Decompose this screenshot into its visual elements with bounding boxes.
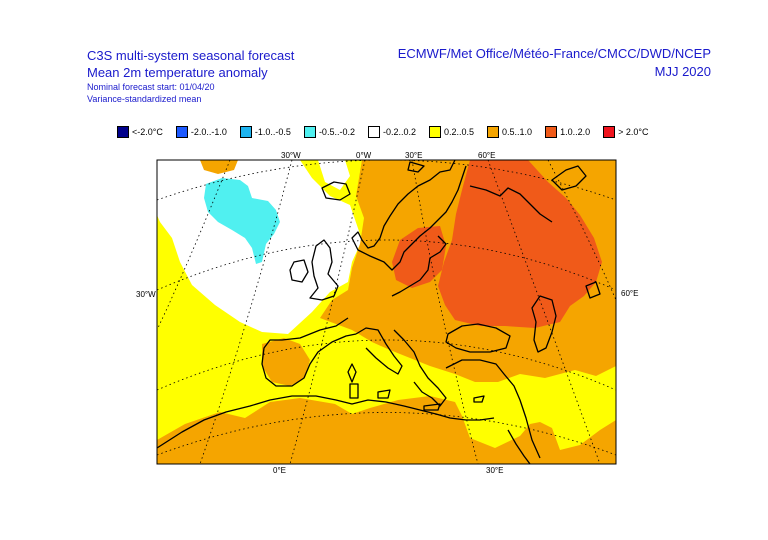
legend-item: -0.2..0.2 xyxy=(367,126,416,138)
grid-label-bottom-0e: 0°E xyxy=(273,466,286,475)
coast-caspian xyxy=(531,295,557,353)
coast-sicily xyxy=(377,389,391,399)
meridian-line xyxy=(487,160,601,464)
meridian-line xyxy=(157,160,231,331)
legend-swatch xyxy=(367,126,380,138)
coast-white-sea xyxy=(469,185,553,223)
providers: ECMWF/Met Office/Météo-France/CMCC/DWD/N… xyxy=(397,46,711,61)
parallel-line xyxy=(157,239,616,291)
legend-swatch xyxy=(303,126,316,138)
coast-baltic xyxy=(391,235,447,297)
coast-italy xyxy=(355,327,403,375)
meridian-line xyxy=(547,160,616,301)
legend-label: 0.5..1.0 xyxy=(502,127,533,137)
coast-north-africa xyxy=(157,395,495,449)
legend-swatch xyxy=(117,126,129,138)
legend-label: 1.0..2.0 xyxy=(560,127,591,137)
meridian-line xyxy=(411,160,479,464)
legend-swatch xyxy=(175,126,188,138)
legend-label: -0.2..0.2 xyxy=(382,127,416,137)
coast-iceland xyxy=(321,181,351,201)
field-cyan-patch xyxy=(204,178,280,264)
legend-item: <-2.0°C xyxy=(117,126,163,138)
legend-item: -0.5..-0.2 xyxy=(303,126,355,138)
legend-label: -1.0..-0.5 xyxy=(254,127,291,137)
legend-item: -2.0..-1.0 xyxy=(175,126,227,138)
field-redorange-scandinavia xyxy=(392,226,446,288)
method-note: Variance-standardized mean xyxy=(87,94,202,104)
legend-item: > 2.0°C xyxy=(603,126,648,138)
coast-novaya-zemlya xyxy=(551,165,587,191)
legend-item: 0.5..1.0 xyxy=(487,126,532,138)
legend-label: -0.5..-0.2 xyxy=(318,127,355,137)
grid-label-left-30w: 30°W xyxy=(136,290,156,299)
legend-label: > 2.0°C xyxy=(618,127,649,137)
coast-black-sea xyxy=(445,323,511,353)
forecast-period: MJJ 2020 xyxy=(654,64,711,79)
legend-swatch xyxy=(429,126,441,138)
coast-iberia xyxy=(261,317,357,387)
legend-item: -1.0..-0.5 xyxy=(239,126,291,138)
map-variable: Mean 2m temperature anomaly xyxy=(87,65,268,80)
legend-item: 0.2..0.5 xyxy=(429,126,474,138)
coastlines xyxy=(157,160,601,464)
legend-swatch xyxy=(487,126,500,138)
coast-sardinia xyxy=(349,383,359,399)
field-redorange-russia xyxy=(438,160,602,328)
coast-crete xyxy=(423,403,441,411)
title-block: C3S multi-system seasonal forecast Mean … xyxy=(87,47,294,105)
coast-svalbard xyxy=(407,161,425,173)
legend-swatch xyxy=(603,126,616,138)
coast-aral xyxy=(585,281,601,299)
grid-label-top-0w: 0°W xyxy=(356,151,372,160)
parallel-line xyxy=(157,412,616,456)
legend-swatch xyxy=(239,126,252,138)
legend-item: 1.0..2.0 xyxy=(545,126,590,138)
coast-scandinavia xyxy=(351,160,467,271)
legend-label: -2.0..-1.0 xyxy=(190,127,227,137)
coast-red-sea xyxy=(507,429,531,464)
field-orange-iberia xyxy=(262,338,310,386)
coast-balkans xyxy=(393,329,447,407)
map-frame xyxy=(156,159,617,465)
coast-corsica xyxy=(347,363,357,383)
grid-label-top-60e: 60°E xyxy=(478,151,496,160)
grid-label-top-30e: 30°E xyxy=(405,151,423,160)
coast-ireland xyxy=(289,259,309,283)
coast-cyprus xyxy=(473,395,485,403)
provider-block: ECMWF/Met Office/Météo-France/CMCC/DWD/N… xyxy=(398,45,711,81)
field-orange-greenland xyxy=(200,160,238,174)
legend: <-2.0°C -2.0..-1.0 -1.0..-0.5 -0.5..-0.2… xyxy=(117,126,661,138)
grid-label-right-60e: 60°E xyxy=(621,289,639,298)
parallel-line xyxy=(157,339,616,391)
coast-britain xyxy=(309,239,339,301)
graticule xyxy=(157,160,616,464)
grid-label-top-30w: 30°W xyxy=(281,151,301,160)
legend-label: <-2.0°C xyxy=(132,127,163,137)
meridian-line xyxy=(199,160,293,464)
legend-swatch xyxy=(545,126,558,138)
field-white-greenland-sea xyxy=(318,160,350,190)
legend-label: 0.2..0.5 xyxy=(444,127,475,137)
forecast-start: Nominal forecast start: 01/04/20 xyxy=(87,82,215,92)
field-orange-africa xyxy=(157,396,616,464)
grid-label-bottom-30e: 30°E xyxy=(486,466,504,475)
map-title: C3S multi-system seasonal forecast xyxy=(87,48,295,63)
meridian-line xyxy=(289,160,366,464)
